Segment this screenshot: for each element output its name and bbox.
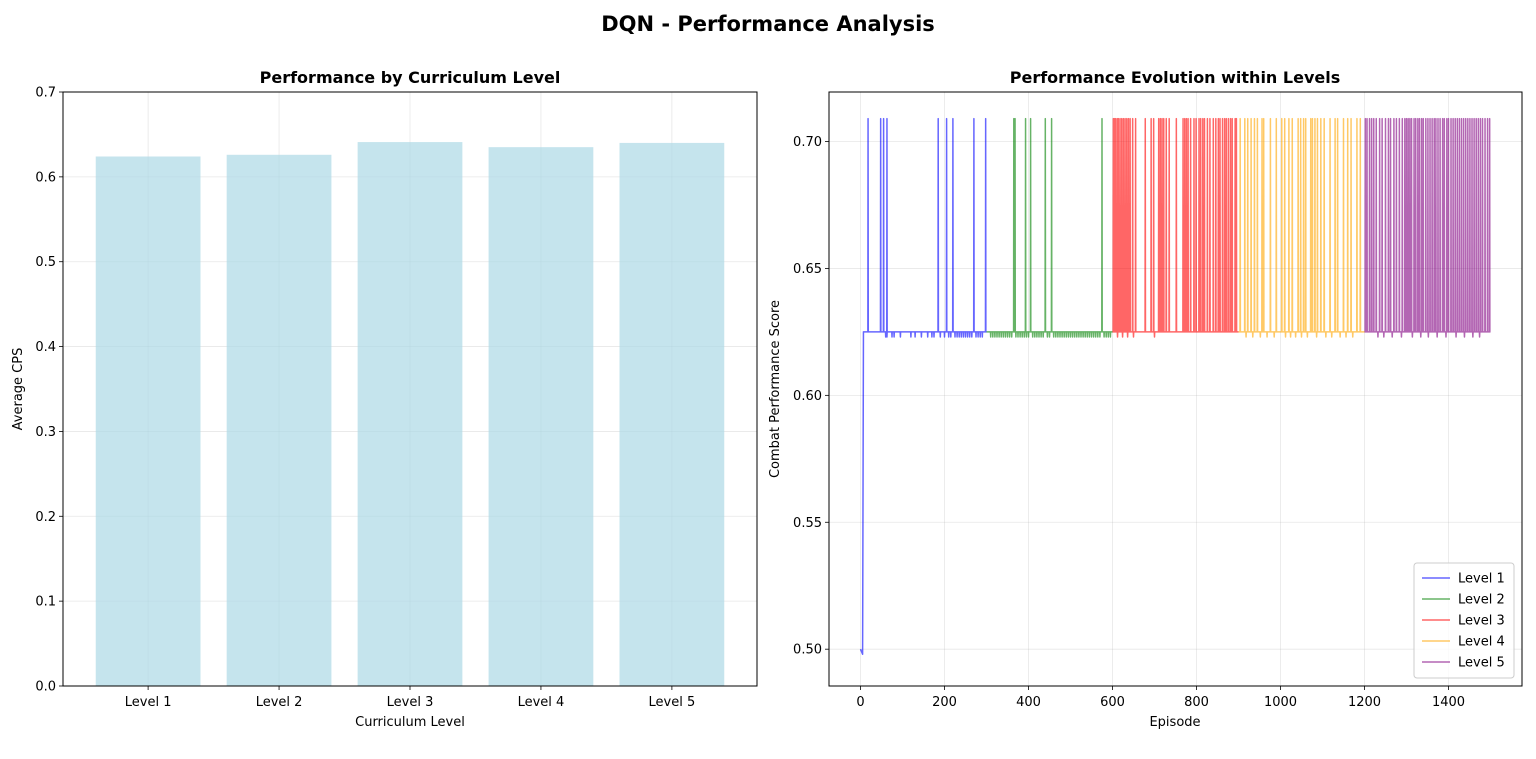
bar-chart-xtick-label: Level 1 [125,695,172,710]
bar-chart-xtick-label: Level 2 [256,695,303,710]
line-chart-series-line [986,117,1113,338]
bar-chart-bar [226,154,332,686]
line-chart-xtick-label: 0 [856,695,864,710]
line-chart-xtick-label: 1400 [1432,695,1465,710]
line-chart-ytick-label: 0.60 [793,389,822,404]
bar-chart-bar [357,142,463,686]
bar-chart-ticks: 0.0 0.1 0.2 0.3 0.4 0.5 0.6 0.7 Level 1 Level 2 Le… [35,86,695,711]
line-chart-ytick-label: 0.65 [793,262,822,277]
figure-title: DQN - Performance Analysis [601,12,935,36]
bar-chart-ytick-label: 0.1 [35,595,56,610]
bar-chart-xtick-label: Level 5 [649,695,696,710]
bar-chart-xtick-label: Level 3 [387,695,434,710]
line-chart-ytick-label: 0.55 [793,516,822,531]
line-chart-series-line [1112,117,1239,338]
line-chart-xtick-label: 1000 [1264,695,1297,710]
line-chart-series-line [1238,117,1365,338]
line-chart-ytick-label: 0.50 [793,643,822,658]
bar-chart-ytick-label: 0.3 [35,425,56,440]
legend-entry: Level 5 [1458,656,1505,671]
bar-chart-xtick-label: Level 4 [518,695,565,710]
legend-entry: Level 2 [1458,593,1505,608]
line-chart-xtick-label: 600 [1100,695,1125,710]
line-chart-xtick-label: 1200 [1348,695,1381,710]
line-chart-xtick-label: 800 [1184,695,1209,710]
line-chart-ticks: 0.50 0.55 0.60 0.65 0.70 0 200 400 600 800 1000 120… [793,135,1465,710]
line-chart-legend: Level 1 Level 2 Level 3 Level 4 Level 5 [1413,562,1515,679]
bar-chart-ytick-label: 0.0 [35,680,56,695]
bar-chart-bar [488,147,594,686]
line-chart-ytick-label: 0.70 [793,135,822,150]
line-chart-frame [828,91,1523,687]
bar-chart-ytick-label: 0.5 [35,255,56,270]
bar-chart-ytick-label: 0.2 [35,510,56,525]
line-chart-xtick-label: 200 [932,695,957,710]
line-chart-ylabel: Combat Performance Score [768,300,783,478]
bar-chart-ytick-label: 0.7 [35,86,56,101]
line-chart-xlabel: Episode [1149,715,1200,730]
bar-chart-bar [95,156,201,686]
line-chart-panel: Performance Evolution within Levels 0.50… [768,68,1523,730]
bar-chart-ytick-label: 0.4 [35,340,56,355]
bar-chart-title: Performance by Curriculum Level [260,68,561,87]
line-chart-series-line [1364,117,1491,338]
legend-entry: Level 3 [1458,614,1505,629]
line-chart-xtick-label: 400 [1016,695,1041,710]
bar-chart-panel: Performance by Curriculum Level 0.00.10.… [11,68,758,730]
legend-entry: Level 4 [1458,635,1505,650]
bar-chart-bars [95,142,725,686]
line-chart-series [859,117,1491,656]
bar-chart-ylabel: Average CPS [11,348,26,431]
line-chart-title: Performance Evolution within Levels [1010,68,1340,87]
bar-chart-ytick-label: 0.6 [35,170,56,185]
bar-chart-xlabel: Curriculum Level [355,715,465,730]
legend-box [1413,562,1515,679]
line-chart-series-line [859,117,987,656]
legend-entry: Level 1 [1458,572,1505,587]
bar-chart-bar [619,142,725,686]
